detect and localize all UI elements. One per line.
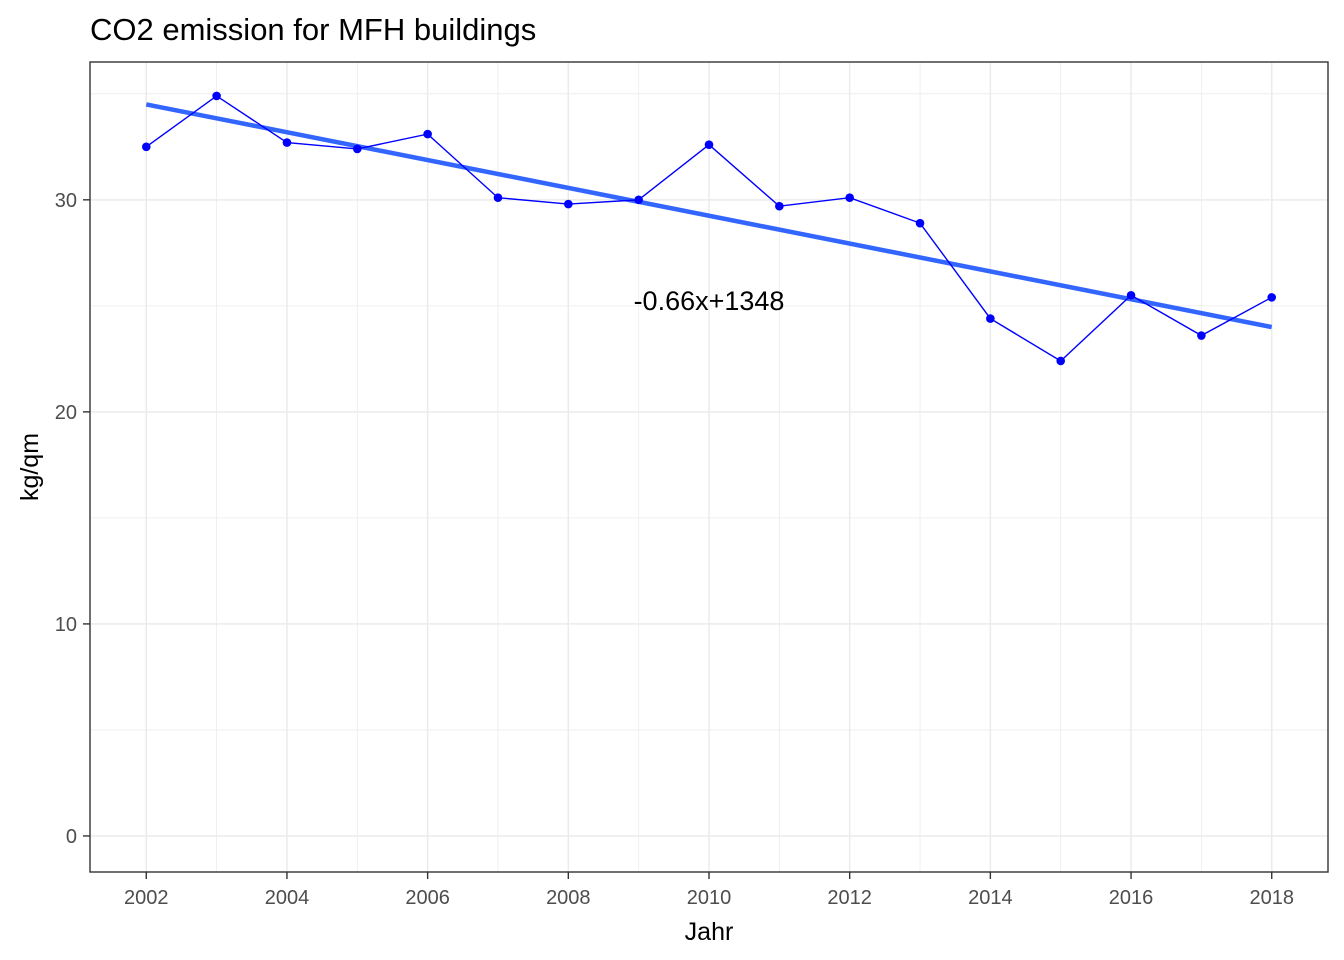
- data-point: [845, 193, 854, 203]
- x-axis-title: Jahr: [685, 918, 734, 946]
- y-tick-label: 0: [66, 826, 77, 848]
- x-tick-label: 2012: [827, 887, 872, 909]
- data-point: [423, 129, 432, 139]
- equation-annotation: -0.66x+1348: [634, 286, 785, 316]
- data-point: [1267, 293, 1277, 302]
- x-axis: 2002 2004 2006 2008 2010 2012 2014 2016 2018: [124, 872, 1294, 909]
- y-tick-label: 10: [55, 614, 77, 636]
- x-tick-label: 2006: [405, 887, 450, 909]
- trend-line: [145, 102, 1273, 330]
- data-point: [1126, 290, 1136, 300]
- x-tick-label: 2002: [124, 887, 169, 909]
- data-point: [1197, 331, 1206, 340]
- grid-major: [90, 62, 1328, 872]
- data-point: [493, 193, 503, 203]
- x-tick-label: 2016: [1109, 887, 1154, 909]
- data-point: [282, 138, 292, 147]
- data-point: [212, 91, 221, 101]
- y-axis: 0 10 20 30: [55, 190, 90, 848]
- trend-layer: [145, 102, 1273, 330]
- data-point: [704, 140, 714, 149]
- x-tick-label: 2004: [265, 887, 310, 909]
- chart-title: CO2 emission for MFH buildings: [90, 12, 536, 47]
- points-layer: [141, 91, 1277, 366]
- data-point: [141, 142, 151, 152]
- data-point: [915, 218, 925, 228]
- x-tick-label: 2010: [687, 887, 732, 909]
- data-point: [564, 199, 573, 209]
- x-tick-label: 2014: [968, 887, 1013, 909]
- data-point: [352, 144, 362, 154]
- data-point: [775, 201, 784, 211]
- y-tick-label: 30: [55, 190, 77, 212]
- x-tick-label: 2018: [1249, 887, 1294, 909]
- data-point: [1056, 356, 1066, 366]
- x-tick-label: 2008: [546, 887, 591, 909]
- y-tick-label: 20: [55, 402, 77, 424]
- data-point: [986, 314, 995, 323]
- data-point: [634, 195, 643, 205]
- y-axis-title: kg/qm: [16, 433, 44, 501]
